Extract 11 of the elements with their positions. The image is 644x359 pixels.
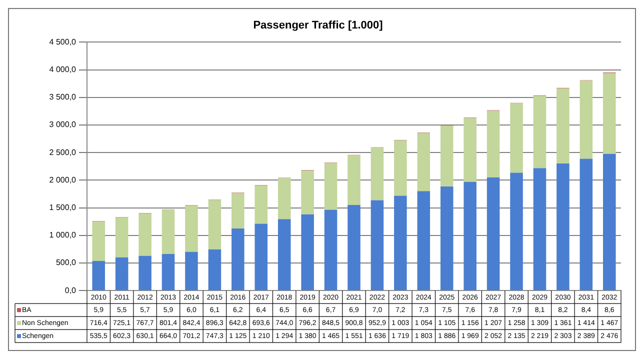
y-tick-label: 4 000,0 bbox=[49, 65, 77, 74]
y-tick-label: 4 500,0 bbox=[49, 37, 77, 46]
y-tick-label: 1 500,0 bbox=[49, 203, 77, 212]
y-tick-label: 2 500,0 bbox=[49, 148, 77, 157]
y-tick-label: 1 000,0 bbox=[49, 230, 77, 240]
y-tick-label: 2 000,0 bbox=[49, 175, 77, 184]
y-tick-label: 500,0 bbox=[56, 258, 77, 268]
y-tick-label: 3 000,0 bbox=[49, 120, 77, 130]
chart-title: Passenger Traffic [1.000] bbox=[253, 20, 384, 32]
y-tick-label: 0,0 bbox=[64, 286, 77, 295]
y-tick-label: 3 500,0 bbox=[49, 92, 77, 102]
